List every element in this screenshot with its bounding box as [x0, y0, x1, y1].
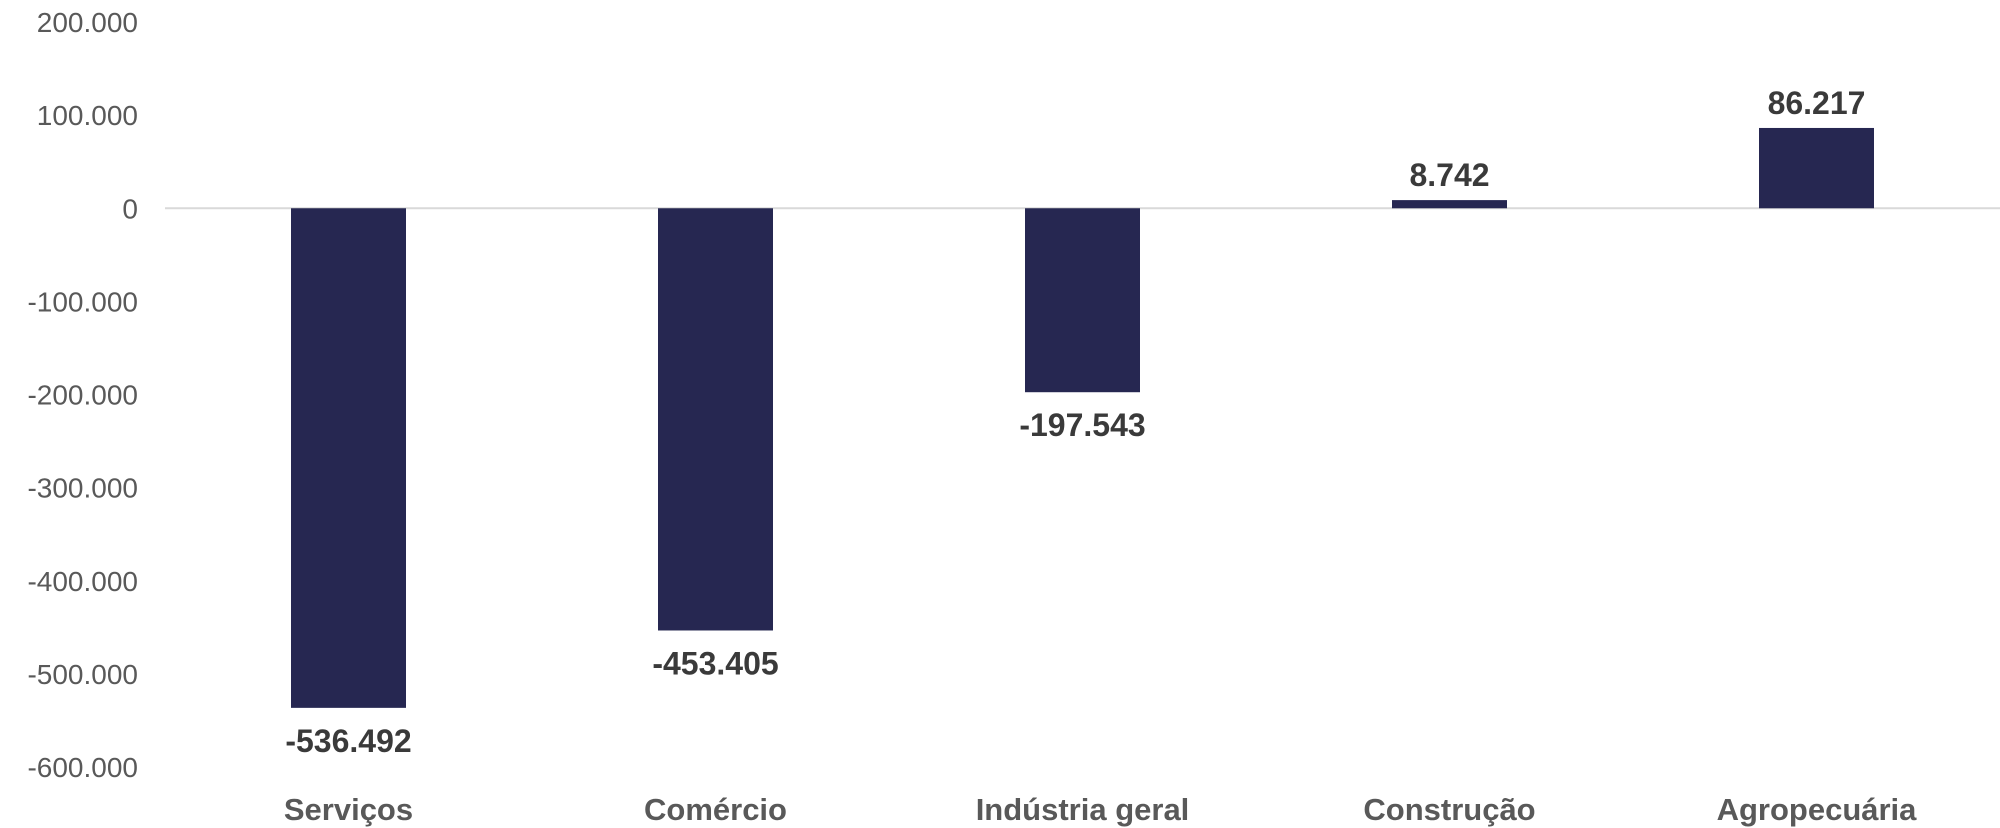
data-labels: -536.492 -453.405 -197.543 8.742 86.217	[285, 85, 1865, 759]
data-label: -453.405	[652, 645, 778, 681]
bar	[1392, 200, 1507, 209]
data-label: -197.543	[1019, 407, 1145, 443]
y-tick-label: -300.000	[27, 473, 138, 504]
data-label: 86.217	[1768, 85, 1866, 121]
bar	[1759, 127, 1874, 209]
bar	[1025, 208, 1140, 393]
category-label: Comércio	[644, 792, 787, 827]
y-tick-label: -400.000	[27, 566, 138, 597]
y-tick-label: 200.000	[37, 7, 138, 38]
y-tick-label: -200.000	[27, 380, 138, 411]
data-label: -536.492	[285, 723, 411, 759]
y-axis: 200.000 100.000 0 -100.000 -200.000 -300.000 -…	[27, 7, 138, 783]
x-axis: Serviços Comércio Indústria geral Construçã…	[284, 792, 1917, 827]
category-label: Construção	[1363, 792, 1535, 827]
bar-series	[291, 127, 1874, 708]
y-tick-label: -600.000	[27, 752, 138, 783]
y-tick-label: -100.000	[27, 286, 138, 317]
category-label: Indústria geral	[976, 792, 1190, 827]
bar	[291, 208, 406, 708]
y-tick-label: -500.000	[27, 659, 138, 690]
bar	[658, 208, 773, 631]
y-tick-label: 0	[122, 193, 138, 224]
data-label: 8.742	[1409, 157, 1489, 193]
category-label: Serviços	[284, 792, 413, 827]
y-tick-label: 100.000	[37, 100, 138, 131]
category-label: Agropecuária	[1717, 792, 1918, 827]
